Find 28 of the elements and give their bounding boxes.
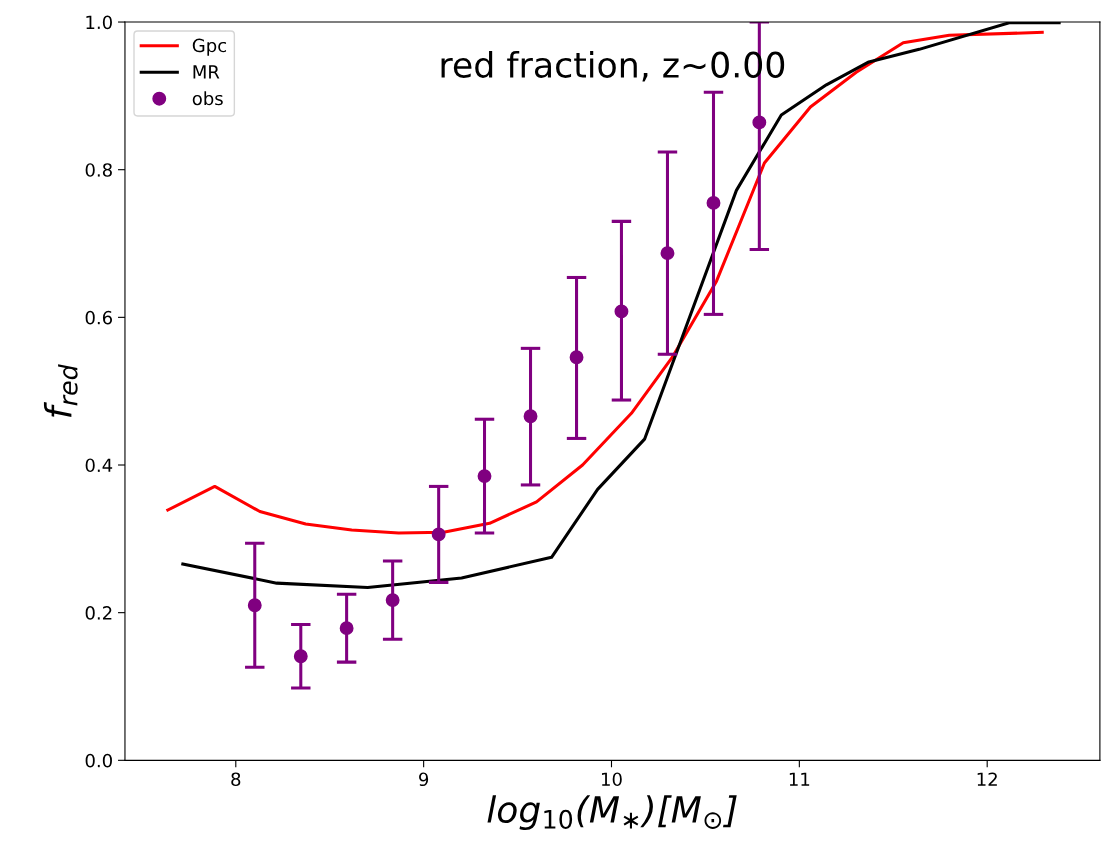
y-tick-label: 0.8 xyxy=(85,163,112,177)
point xyxy=(614,304,629,319)
point xyxy=(660,246,675,261)
x-tick-label: 10 xyxy=(601,772,622,787)
point xyxy=(477,469,492,484)
x-tick-label: 9 xyxy=(419,772,429,787)
x-tick-label: 8 xyxy=(231,772,241,787)
x-tick-label: 12 xyxy=(977,772,997,786)
point xyxy=(385,593,400,608)
legend-label: MR xyxy=(193,65,220,79)
y-tick-label: 0.0 xyxy=(85,753,112,768)
legend-label: Gpc xyxy=(192,38,227,56)
point xyxy=(752,115,767,130)
point xyxy=(706,195,721,210)
x-tick-label: 11 xyxy=(789,772,810,786)
point xyxy=(523,409,538,424)
y-tick-label: 0.6 xyxy=(85,310,113,325)
y-axis-title: f$_{red}$ xyxy=(43,364,78,417)
point xyxy=(431,527,446,542)
y-tick-label: 1.0 xyxy=(86,15,112,30)
x-axis-title: log$_{10}$(M$_{∗}$)[M$_{⊙}$] xyxy=(487,795,737,831)
legend-label: obs xyxy=(192,91,223,106)
point xyxy=(247,598,262,613)
point xyxy=(339,621,354,636)
point xyxy=(569,350,584,365)
y-tick-label: 0.4 xyxy=(85,458,113,473)
point xyxy=(293,649,308,664)
y-tick-label: 0.2 xyxy=(85,606,112,620)
